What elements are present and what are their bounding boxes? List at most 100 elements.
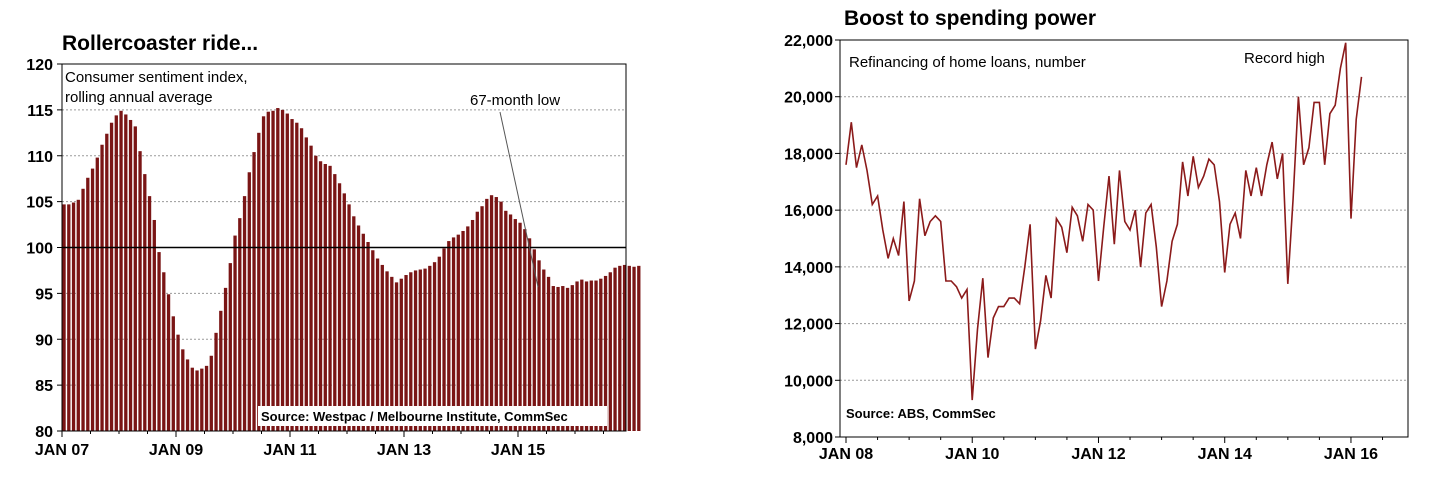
sentiment-bar [119, 110, 123, 431]
x-tick-label: JAN 10 [945, 446, 999, 463]
chart-title: Rollercoaster ride... [62, 32, 259, 55]
x-tick-label: JAN 14 [1198, 446, 1252, 463]
sentiment-bar [219, 310, 223, 431]
sentiment-bar [176, 334, 180, 431]
chart-subtitle-line1: Consumer sentiment index, [65, 69, 248, 86]
x-tick-label: JAN 11 [263, 442, 316, 459]
sentiment-bar [513, 219, 517, 431]
sentiment-bar [551, 286, 555, 431]
y-tick-label: 10,000 [784, 373, 833, 390]
y-tick-label: 18,000 [784, 146, 833, 163]
sentiment-bar [508, 214, 513, 431]
sentiment-bar [556, 286, 560, 431]
sentiment-bar [442, 248, 446, 431]
y-tick-label: 105 [26, 195, 53, 212]
sentiment-bar [480, 206, 484, 431]
sentiment-bar [228, 263, 232, 431]
sentiment-bar [309, 145, 313, 431]
sentiment-bar [318, 161, 323, 431]
sentiment-bar [361, 233, 365, 431]
x-tick-label: JAN 08 [819, 446, 873, 463]
source-label: Source: ABS, CommSec [846, 406, 996, 421]
sentiment-bar [314, 155, 318, 431]
sentiment-bar [542, 269, 546, 431]
sentiment-bar [185, 359, 190, 431]
chart-subtitle-line2: rolling annual average [65, 89, 213, 106]
sentiment-bar [90, 168, 95, 431]
x-tick-label: JAN 09 [149, 442, 203, 459]
sentiment-bar [195, 370, 199, 431]
sentiment-bar [100, 144, 104, 432]
sentiment-bar [575, 281, 579, 431]
sentiment-bar [62, 204, 66, 431]
sentiment-bar [428, 265, 432, 431]
sentiment-bar [190, 367, 194, 431]
sentiment-bar [181, 349, 185, 431]
y-tick-label: 22,000 [784, 33, 833, 50]
sentiment-bar [280, 109, 285, 432]
sentiment-bar [81, 188, 85, 431]
sentiment-bar [456, 234, 460, 431]
sentiment-bar [409, 272, 413, 431]
sentiment-bar [618, 265, 622, 431]
bar-series [62, 108, 641, 432]
sentiment-bar [71, 202, 76, 431]
refinancing-line-chart: 8,000 10,000 12,000 14,000 16,000 18,000 20,00… [784, 33, 1409, 463]
sentiment-bar [166, 294, 171, 431]
sentiment-bar [380, 264, 384, 431]
refinancing-chart-panel: Boost to spending power 8,000 10,000 12,00… [720, 0, 1440, 481]
x-tick-label: JAN 16 [1324, 446, 1378, 463]
sentiment-bar [461, 230, 465, 431]
y-tick-label: 20,000 [784, 90, 833, 107]
sentiment-bar [627, 265, 631, 431]
sentiment-bar [594, 280, 598, 431]
sentiment-bar [171, 316, 175, 431]
sentiment-bar [337, 183, 342, 431]
sentiment-bar [385, 271, 389, 431]
sentiment-bar [162, 272, 166, 431]
sentiment-bar [584, 281, 589, 431]
y-tick-label: 14,000 [784, 260, 833, 277]
sentiment-bar [404, 275, 408, 431]
sentiment-bar [124, 114, 128, 432]
y-tick-label: 80 [35, 424, 53, 441]
sentiment-bar [437, 256, 441, 431]
sentiment-bar [295, 122, 299, 431]
sentiment-bar [475, 211, 479, 431]
sentiment-bar [266, 111, 270, 432]
sentiment-bar [147, 196, 152, 431]
sentiment-bar [546, 276, 551, 431]
sentiment-bar [432, 262, 437, 431]
sentiment-bar [523, 229, 527, 431]
y-tick-label: 115 [27, 103, 53, 120]
sentiment-bar [276, 108, 280, 431]
sentiment-bar [371, 250, 375, 431]
y-tick-label: 95 [35, 286, 53, 303]
sentiment-bar [323, 164, 327, 431]
sentiment-bar [304, 137, 308, 431]
sentiment-bar [261, 116, 266, 432]
sentiment-bar [394, 282, 399, 431]
sentiment-bar [366, 242, 370, 431]
sentiment-bar [632, 266, 636, 431]
plot-frame [839, 39, 1409, 438]
sentiment-bar [637, 265, 641, 431]
sentiment-bar [209, 355, 213, 431]
sentiment-bar [447, 241, 451, 431]
sentiment-bar [470, 219, 475, 431]
sentiment-bar [200, 368, 204, 431]
y-tick-label: 110 [27, 149, 53, 166]
sentiment-bar [109, 122, 114, 431]
sentiment-bar [499, 201, 503, 432]
sentiment-bar [333, 174, 337, 431]
sentiment-bar [352, 216, 356, 431]
x-axis-ticks: JAN 08 JAN 10 JAN 12 JAN 14 JAN 16 [819, 437, 1384, 463]
sentiment-bar [143, 174, 147, 431]
sentiment-bar [242, 196, 247, 431]
sentiment-bar [152, 219, 156, 431]
sentiment-bar [238, 218, 242, 431]
y-tick-label: 8,000 [793, 430, 833, 447]
annotation-67-month-low: 67-month low [470, 92, 560, 109]
sentiment-bar [527, 238, 532, 431]
